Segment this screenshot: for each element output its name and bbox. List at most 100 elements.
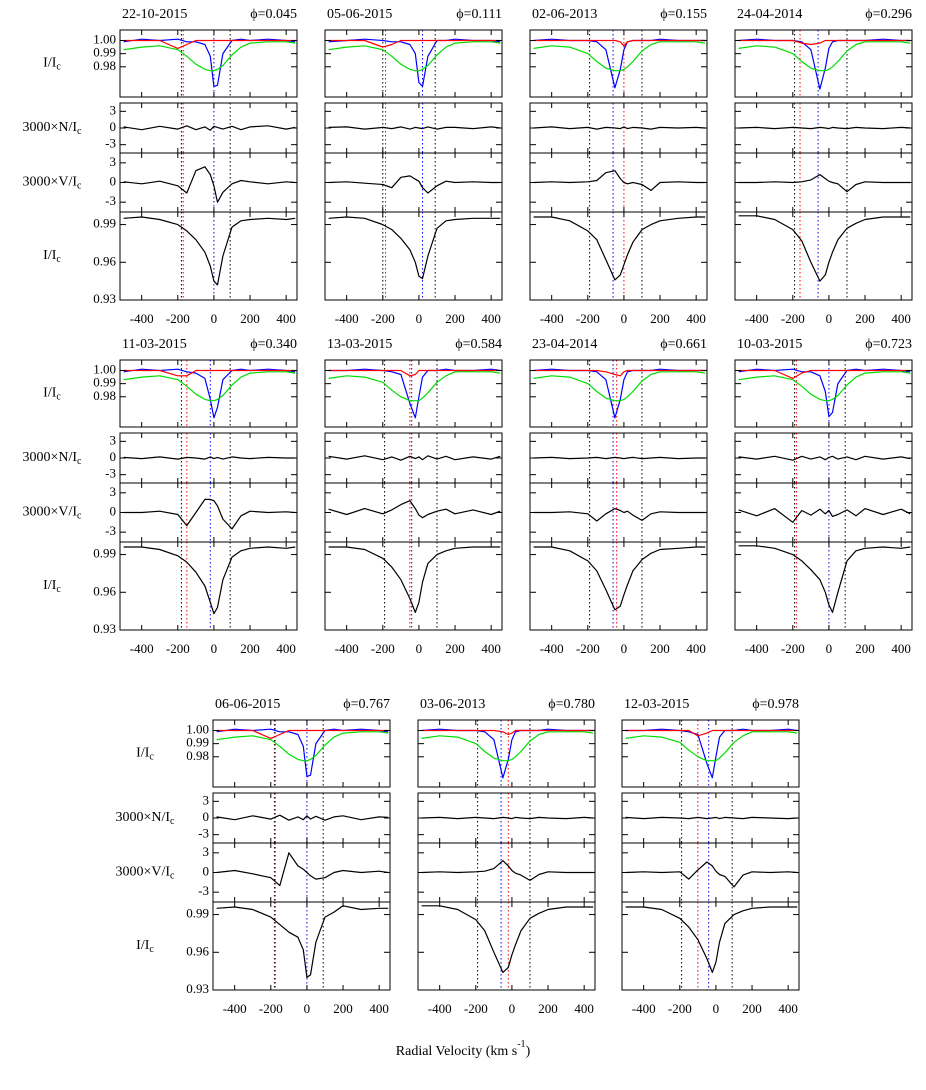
y-tick-label: 0.98	[93, 388, 116, 403]
subpanel-frame	[119, 29, 298, 98]
subpanel	[328, 433, 501, 483]
x-tick-label: -200	[464, 1001, 488, 1016]
panel-date: 02-06-2013	[532, 7, 597, 22]
y-axis-label: I/Ic	[43, 386, 61, 403]
y-axis-label-sub: c	[56, 392, 61, 403]
subpanel	[328, 30, 501, 97]
profile-line	[738, 174, 911, 193]
x-tick-label: 400	[481, 641, 501, 656]
panel-phase: ϕ=0.340	[250, 337, 297, 352]
subpanel-frame	[734, 211, 913, 301]
x-tick-label: 200	[240, 641, 260, 656]
profile-line	[625, 731, 798, 762]
panel-date: 23-04-2014	[532, 337, 597, 352]
x-tick-label: 200	[650, 641, 670, 656]
subpanel	[328, 360, 501, 427]
y-axis-label: 3000×V/Ic	[115, 865, 175, 882]
subpanel	[533, 212, 706, 300]
profile-line	[123, 125, 296, 131]
profile-line	[123, 546, 296, 615]
profile-line	[123, 456, 296, 460]
y-tick-label: -3	[105, 466, 116, 481]
subpanel-frame	[119, 359, 298, 428]
subpanel	[533, 542, 706, 630]
profile-line	[533, 170, 706, 191]
x-tick-label: 400	[276, 641, 296, 656]
y-axis-label-main: 3000×V/I	[22, 505, 77, 520]
subpanel	[123, 542, 296, 630]
y-tick-label: 3	[203, 844, 210, 859]
x-tick-label: 400	[369, 1001, 389, 1016]
y-axis-label-main: 3000×V/I	[22, 175, 77, 190]
x-axis-label-end: )	[526, 1044, 531, 1059]
panel-date: 22-10-2015	[122, 7, 187, 22]
x-tick-label: -400	[745, 641, 769, 656]
y-tick-label: 0.99	[93, 45, 116, 60]
subpanel-frame	[119, 541, 298, 631]
panel-phase: ϕ=0.767	[343, 697, 390, 712]
y-axis-label-main: I/I	[136, 746, 150, 761]
subpanel	[738, 30, 911, 97]
y-axis-label: I/Ic	[43, 248, 61, 265]
x-tick-label: 0	[621, 641, 628, 656]
profile-line	[328, 546, 501, 614]
y-axis-label-sub: c	[56, 254, 61, 265]
subpanel	[216, 720, 389, 787]
profile-line	[216, 814, 389, 821]
x-tick-label: 0	[416, 641, 423, 656]
subpanel-frame	[324, 29, 503, 98]
subpanel	[625, 793, 798, 843]
y-axis-label-sub: c	[77, 456, 82, 467]
subpanel	[328, 483, 501, 542]
x-tick-label: 400	[686, 641, 706, 656]
profile-line	[328, 38, 501, 88]
y-axis-label-main: I/I	[43, 386, 57, 401]
x-axis-label-sup: -1	[517, 1039, 525, 1050]
x-tick-label: -200	[781, 311, 805, 326]
subpanel	[533, 483, 706, 542]
subpanel	[123, 360, 296, 427]
subpanel	[328, 103, 501, 153]
y-axis-label: I/Ic	[136, 938, 154, 955]
x-tick-label: 400	[778, 1001, 798, 1016]
subpanel	[421, 902, 594, 990]
y-tick-label: 0	[110, 173, 117, 188]
y-axis-label-sub: c	[77, 126, 82, 137]
subpanel-frame	[417, 901, 596, 991]
subpanel	[533, 360, 706, 427]
subpanel	[123, 483, 296, 542]
subpanel	[738, 212, 911, 300]
x-tick-label: -400	[130, 641, 154, 656]
profile-line	[216, 905, 389, 979]
x-tick-label: -200	[576, 311, 600, 326]
profile-line	[738, 455, 911, 461]
y-tick-label: 3	[110, 432, 117, 447]
profile-line	[533, 456, 706, 460]
subpanel	[625, 902, 798, 990]
y-axis-label-main: I/I	[43, 56, 57, 71]
panel-phase: ϕ=0.584	[455, 337, 502, 352]
y-tick-label: 1.00	[93, 31, 116, 46]
profile-line	[738, 215, 911, 282]
y-axis-label-sub: c	[170, 871, 175, 882]
y-axis-label-main: I/I	[43, 248, 57, 263]
y-tick-label: 0.96	[93, 583, 116, 598]
y-axis-label-main: I/I	[136, 938, 150, 953]
x-tick-label: -400	[540, 311, 564, 326]
profile-line	[328, 126, 501, 130]
panel-phase: ϕ=0.296	[865, 7, 912, 22]
y-axis-label-main: I/I	[43, 578, 57, 593]
x-tick-label: 400	[686, 311, 706, 326]
panel-phase: ϕ=0.155	[660, 7, 707, 22]
x-tick-label: -200	[576, 641, 600, 656]
y-tick-label: 3	[110, 102, 117, 117]
x-tick-label: -200	[781, 641, 805, 656]
x-tick-label: -400	[335, 641, 359, 656]
y-axis-label: I/Ic	[136, 746, 154, 763]
y-axis-label-sub: c	[77, 511, 82, 522]
y-tick-label: 0.93	[93, 291, 116, 306]
panel-date: 05-06-2015	[327, 7, 392, 22]
profile-line	[625, 729, 798, 737]
y-tick-label: 1.00	[186, 721, 209, 736]
y-tick-label: -3	[105, 136, 116, 151]
